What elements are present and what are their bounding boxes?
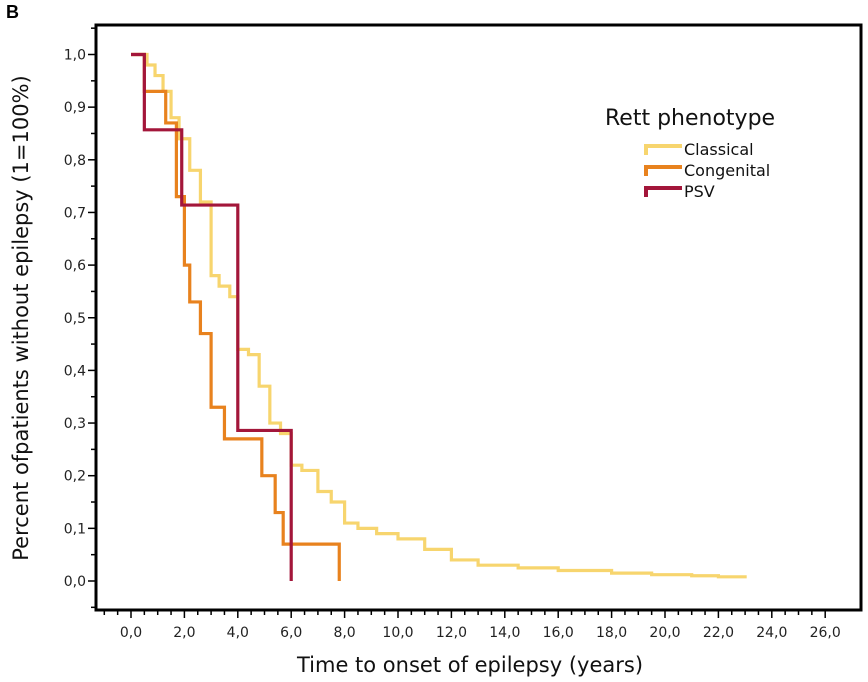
x-axis-ticks: 0,0 2,0 4,0 6,0 8,0 10,0 12,0 14,0 16,0 18,0 20,0 2… [103, 610, 841, 641]
x-tick-label: 18,0 [596, 625, 627, 641]
x-tick-label: 0,0 [120, 625, 142, 641]
series-line-psv [131, 52, 293, 581]
legend-label: PSV [684, 182, 715, 201]
y-tick-label: 0,1 [64, 521, 86, 537]
x-tick-label: 14,0 [489, 625, 520, 641]
y-tick-label: 0,3 [64, 416, 86, 432]
x-tick-label: 10,0 [382, 625, 413, 641]
y-axis-title: Percent ofpatients without epilepsy (1=1… [9, 75, 33, 561]
series-line-congenital [131, 52, 341, 581]
y-tick-label: 1,0 [64, 48, 86, 64]
y-tick-label: 0,8 [64, 153, 86, 169]
x-tick-label: 20,0 [649, 625, 680, 641]
x-tick-label: 6,0 [280, 625, 302, 641]
y-tick-label: 0,9 [64, 100, 86, 116]
y-tick-label: 0,5 [64, 311, 86, 327]
y-axis-ticks: 0,0 0,1 0,2 0,3 0,4 0,5 0,6 0,7 0,8 0,9 1,0 [64, 27, 96, 609]
x-tick-label: 2,0 [173, 625, 195, 641]
legend-swatch [644, 144, 682, 155]
x-axis-title: Time to onset of epilepsy (years) [296, 653, 643, 677]
x-tick-label: 8,0 [333, 625, 355, 641]
y-tick-label: 0,2 [64, 469, 86, 485]
series-layer [131, 52, 747, 581]
legend-items: Classical Congenital PSV [644, 140, 770, 201]
x-tick-label: 24,0 [756, 625, 787, 641]
legend-swatch [644, 165, 682, 176]
legend-label: Congenital [684, 161, 770, 180]
x-tick-label: 12,0 [436, 625, 467, 641]
y-tick-label: 0,6 [64, 258, 86, 274]
legend-label: Classical [684, 140, 754, 159]
x-tick-label: 16,0 [543, 625, 574, 641]
y-tick-label: 0,0 [64, 574, 86, 590]
legend-swatch [644, 186, 682, 197]
y-tick-label: 0,7 [64, 205, 86, 221]
y-tick-label: 0,4 [64, 363, 86, 379]
x-tick-label: 26,0 [810, 625, 841, 641]
legend: Rett phenotype Classical Congenital PSV [605, 106, 775, 201]
x-tick-label: 22,0 [703, 625, 734, 641]
x-tick-label: 4,0 [227, 625, 249, 641]
legend-title: Rett phenotype [605, 106, 775, 131]
panel-label: B [6, 2, 19, 22]
series-line-classical [131, 52, 747, 579]
